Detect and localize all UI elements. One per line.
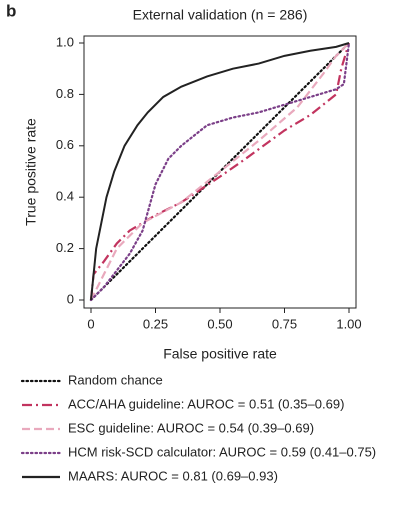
legend-label: HCM risk-SCD calculator: AUROC = 0.59 (0… [68,444,376,459]
y-tick-label: 0.2 [56,240,74,255]
y-tick-label: 0.4 [56,189,74,204]
y-axis-label: True positive rate [23,118,39,226]
legend-label: Random chance [68,372,163,387]
legend-label: ACC/AHA guideline: AUROC = 0.51 (0.35–0.… [68,396,344,411]
roc-curve [89,42,351,301]
x-tick-label: 0.25 [143,316,168,331]
legend-label: ESC guideline: AUROC = 0.54 (0.39–0.69) [68,420,314,435]
y-tick-label: 0.8 [56,86,74,101]
x-tick-label: 1.00 [336,316,361,331]
legend-label: MAARS: AUROC = 0.81 (0.69–0.93) [68,468,278,483]
x-axis-label: False positive rate [163,346,277,362]
x-tick-label: 0 [87,316,94,331]
x-tick-label: 0.50 [207,316,232,331]
chart-title: External validation (n = 286) [133,7,308,23]
y-tick-label: 0 [67,291,74,306]
y-tick-label: 1.0 [56,34,74,49]
roc-curve [89,41,351,302]
roc-curve [90,42,350,301]
panel-label: b [6,1,16,20]
x-tick-label: 0.75 [272,316,297,331]
y-tick-label: 0.6 [56,137,74,152]
roc-curve [90,42,350,301]
